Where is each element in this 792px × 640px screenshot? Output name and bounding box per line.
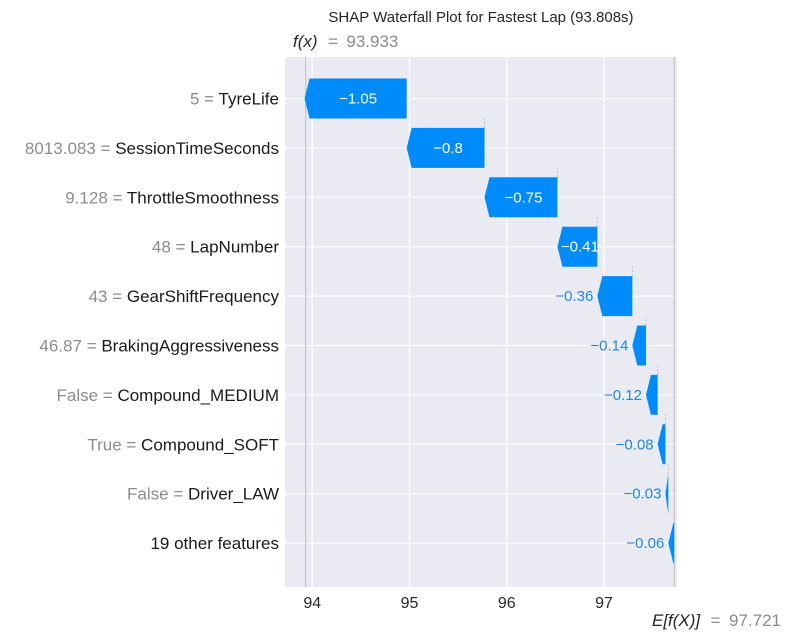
feature-value: False = — [127, 485, 188, 504]
feature-name: Driver_LAW — [188, 485, 279, 504]
feature-name: GearShiftFrequency — [127, 287, 280, 306]
feature-value: False = — [56, 386, 117, 405]
feature-labels: 5 = TyreLife 8013.083 = SessionTimeSecond… — [25, 90, 280, 554]
fx-annotation: f(x) = 93.933 — [293, 32, 398, 51]
x-tick-label: 95 — [401, 595, 419, 612]
feature-name: Compound_SOFT — [141, 435, 279, 454]
waterfall-bar — [668, 523, 675, 564]
bar-value-label: −0.06 — [626, 535, 664, 552]
feature-label: 5 = TyreLife — [190, 90, 279, 109]
feature-label: 43 = GearShiftFrequency — [89, 287, 280, 306]
fx-label: f(x) — [293, 32, 318, 51]
bars: −1.05 −0.8 −0.75 −0.41 −0.36 −0.14 −0.12 −0.08 −… — [304, 78, 675, 564]
feature-name: BrakingAggressiveness — [101, 337, 279, 356]
waterfall-bar — [645, 374, 658, 415]
feature-name: ThrottleSmoothness — [127, 188, 279, 207]
bar-value-label: −0.36 — [555, 288, 593, 305]
bar-value-label: −0.12 — [604, 387, 642, 404]
grid — [285, 57, 677, 587]
feature-name: TyreLife — [219, 90, 279, 109]
x-tick-label: 94 — [303, 595, 321, 612]
waterfall-bar — [632, 325, 646, 366]
waterfall-bar — [406, 127, 485, 168]
feature-label: True = Compound_SOFT — [87, 435, 279, 454]
feature-name: LapNumber — [190, 238, 279, 257]
bar-value-label: −0.41 — [561, 239, 599, 256]
feature-label: False = Driver_LAW — [127, 485, 279, 504]
base-value: 97.721 — [729, 611, 781, 630]
waterfall-bar — [557, 226, 598, 267]
feature-label: 8013.083 = SessionTimeSeconds — [25, 139, 279, 158]
connectors — [305, 57, 675, 587]
bar-value-label: −0.14 — [590, 338, 628, 355]
waterfall-bar — [304, 78, 407, 119]
waterfall-bar — [665, 473, 669, 514]
base-equals: = — [711, 611, 721, 630]
bar-value-label: −0.03 — [623, 486, 661, 503]
feature-label: 9.128 = ThrottleSmoothness — [65, 188, 279, 207]
chart-title: SHAP Waterfall Plot for Fastest Lap (93.… — [328, 9, 633, 26]
fx-value: 93.933 — [346, 32, 398, 51]
waterfall-bar — [657, 424, 666, 465]
base-label: E[f(X)] — [652, 611, 701, 630]
fx-equals: = — [328, 32, 338, 51]
feature-value: 5 = — [190, 90, 219, 109]
feature-value: 43 = — [89, 287, 127, 306]
feature-name: Compound_MEDIUM — [117, 386, 279, 405]
bar-value-label: −0.08 — [616, 436, 654, 453]
bar-value-label: −0.8 — [433, 140, 463, 157]
waterfall-bar — [484, 177, 558, 218]
feature-value: 46.87 = — [39, 337, 101, 356]
waterfall-bar — [597, 276, 633, 317]
feature-label: 19 other features — [150, 534, 279, 553]
x-axis-ticks: 94 95 96 97 — [303, 595, 613, 612]
base-value-annotation: E[f(X)] = 97.721 — [652, 611, 781, 630]
x-tick-label: 96 — [498, 595, 516, 612]
feature-value: True = — [87, 435, 141, 454]
feature-value: 8013.083 = — [25, 139, 115, 158]
feature-label: 48 = LapNumber — [152, 238, 279, 257]
x-tick-label: 97 — [595, 595, 613, 612]
feature-value: 48 = — [152, 238, 190, 257]
bar-value-label: −0.75 — [504, 189, 542, 206]
feature-label: False = Compound_MEDIUM — [56, 386, 279, 405]
feature-name: 19 other features — [150, 534, 279, 553]
bar-value-label: −1.05 — [339, 91, 377, 108]
feature-name: SessionTimeSeconds — [115, 139, 279, 158]
feature-label: 46.87 = BrakingAggressiveness — [39, 337, 279, 356]
feature-value: 9.128 = — [65, 188, 127, 207]
